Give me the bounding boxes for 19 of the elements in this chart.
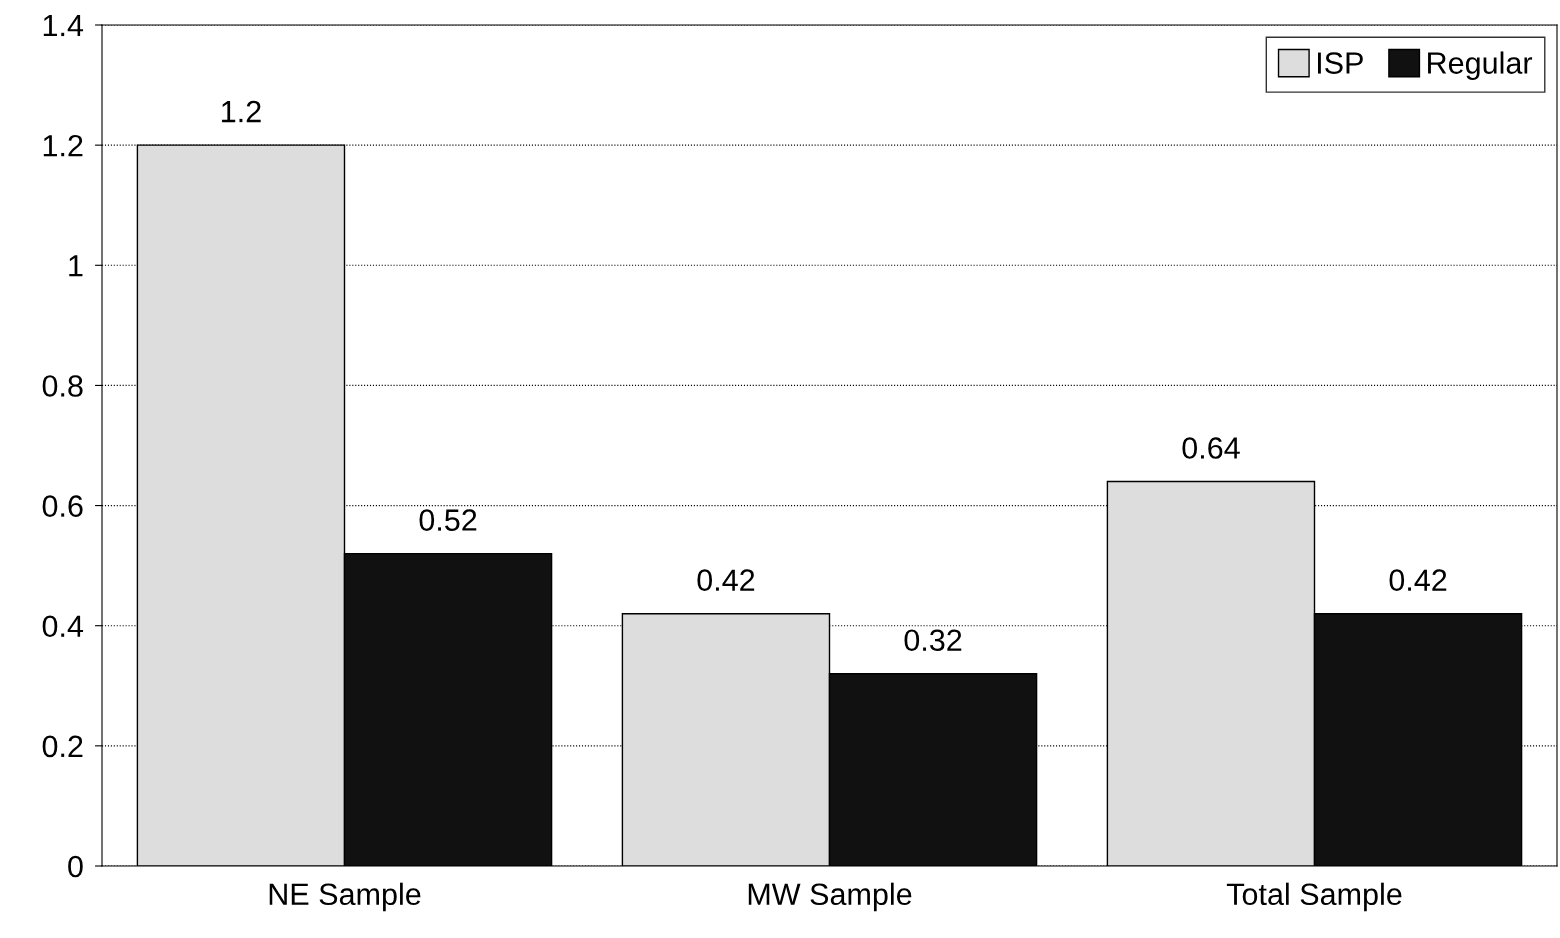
data-label: 0.42 [697, 569, 755, 591]
y-tick-label: 0.6 [42, 495, 83, 517]
y-tick-label: 0.4 [42, 615, 84, 638]
y-tick-label: 1.2 [43, 134, 83, 157]
x-tick-label: NE Sample [269, 882, 421, 912]
y-tick-label: 1 [69, 255, 83, 277]
data-label: 0.52 [419, 509, 477, 531]
x-tick-label: MW Sample [748, 882, 912, 912]
y-tick-label: 0.8 [42, 375, 83, 397]
data-label: 0.64 [1182, 437, 1240, 459]
data-label: 0.42 [1389, 569, 1447, 591]
y-tick-label: 0.2 [42, 735, 83, 758]
legend-label: Regular [1428, 51, 1533, 80]
x-tick-label: Total Sample [1226, 882, 1402, 912]
y-tick-label: 0 [68, 855, 83, 878]
data-label: 0.32 [904, 629, 962, 652]
data-label: 1.2 [222, 100, 261, 123]
legend-label: ISP [1318, 52, 1363, 74]
y-tick-label: 1.4 [43, 15, 84, 37]
